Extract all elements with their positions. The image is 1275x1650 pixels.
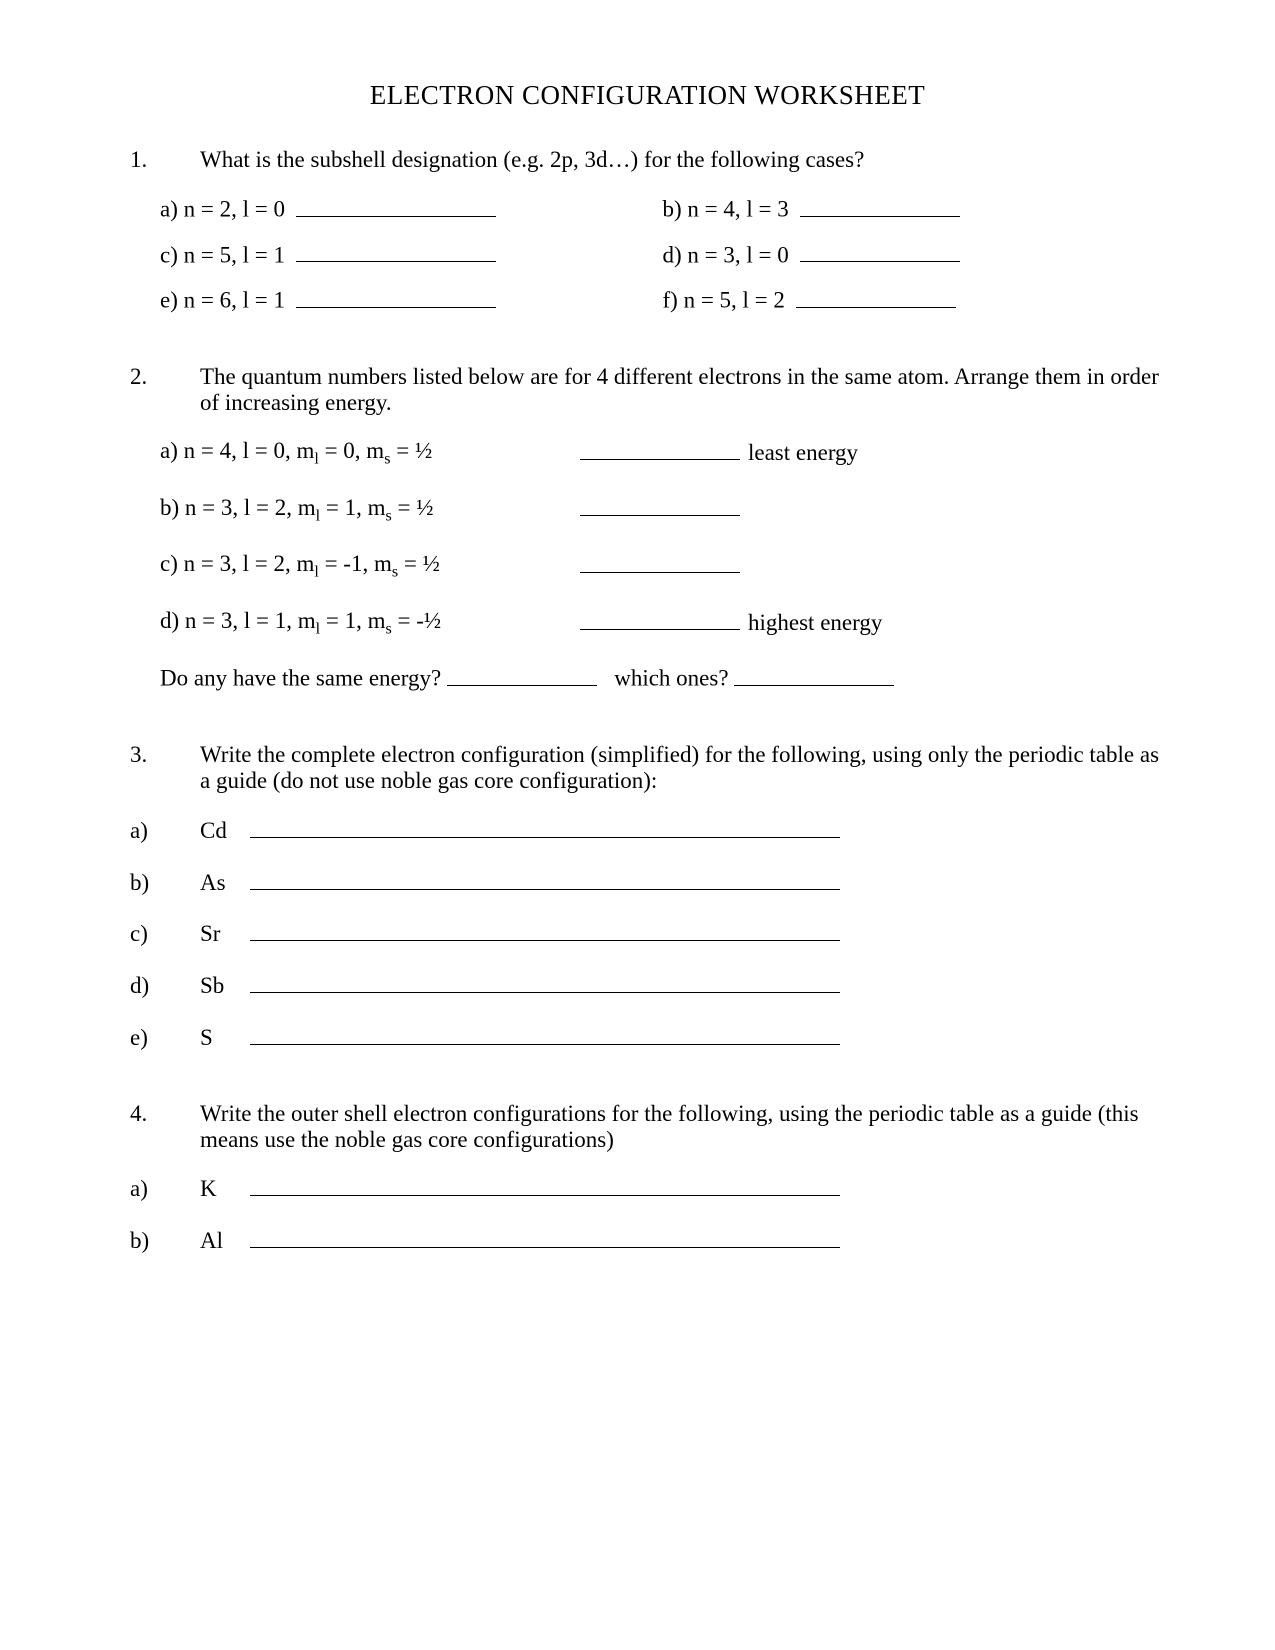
q1-item-b: b) n = 4, l = 3 xyxy=(663,195,1166,223)
blank-line[interactable] xyxy=(734,664,894,686)
blank-line[interactable] xyxy=(296,241,496,263)
blank-line[interactable] xyxy=(250,971,840,993)
blank-line[interactable] xyxy=(800,241,960,263)
q1-number: 1. xyxy=(130,147,200,173)
blank-line[interactable] xyxy=(296,286,496,308)
q4-text: Write the outer shell electron configura… xyxy=(200,1101,1165,1153)
q2-note xyxy=(740,496,748,521)
q2-note: least energy xyxy=(740,440,858,465)
blank-line[interactable] xyxy=(580,438,740,460)
q1-item-a: a) n = 2, l = 0 xyxy=(160,195,663,223)
blank-line[interactable] xyxy=(250,1226,840,1248)
q1-item-c: c) n = 5, l = 1 xyxy=(160,241,663,269)
blank-line[interactable] xyxy=(250,920,840,942)
q1-item-e: e) n = 6, l = 1 xyxy=(160,286,663,314)
q3-row-b: b)As xyxy=(130,868,1165,896)
q3-number: 3. xyxy=(130,742,200,768)
q4-number: 4. xyxy=(130,1101,200,1127)
q1-text: What is the subshell designation (e.g. 2… xyxy=(200,147,1165,173)
blank-line[interactable] xyxy=(580,495,740,517)
question-1: 1. What is the subshell designation (e.g… xyxy=(130,147,1165,314)
q2-row-a: a) n = 4, l = 0, ml = 0, ms = ½ least en… xyxy=(160,438,1165,469)
blank-line[interactable] xyxy=(296,195,496,217)
q2-note xyxy=(740,553,748,578)
blank-line[interactable] xyxy=(250,1175,840,1197)
q1-item-d: d) n = 3, l = 0 xyxy=(663,241,1166,269)
page-title: ELECTRON CONFIGURATION WORKSHEET xyxy=(130,80,1165,111)
blank-line[interactable] xyxy=(580,551,740,573)
q2-note: highest energy xyxy=(740,610,882,635)
blank-line[interactable] xyxy=(800,195,960,217)
q3-row-d: d)Sb xyxy=(130,971,1165,999)
blank-line[interactable] xyxy=(447,664,597,686)
question-2: 2. The quantum numbers listed below are … xyxy=(130,364,1165,692)
q3-row-a: a)Cd xyxy=(130,816,1165,844)
q4-row-b: b)Al xyxy=(130,1226,1165,1254)
blank-line[interactable] xyxy=(250,1023,840,1045)
q4-row-a: a)K xyxy=(130,1175,1165,1203)
q2-followup: Do any have the same energy? which ones? xyxy=(160,664,1165,692)
q3-text: Write the complete electron configuratio… xyxy=(200,742,1165,794)
question-4: 4. Write the outer shell electron config… xyxy=(130,1101,1165,1254)
blank-line[interactable] xyxy=(250,816,840,838)
q2-row-c: c) n = 3, l = 2, ml = -1, ms = ½ xyxy=(160,551,1165,582)
q3-row-c: c)Sr xyxy=(130,920,1165,948)
blank-line[interactable] xyxy=(250,868,840,890)
blank-line[interactable] xyxy=(796,286,956,308)
worksheet-page: ELECTRON CONFIGURATION WORKSHEET 1. What… xyxy=(0,0,1275,1364)
q3-row-e: e)S xyxy=(130,1023,1165,1051)
q2-text: The quantum numbers listed below are for… xyxy=(200,364,1165,416)
q2-row-d: d) n = 3, l = 1, ml = 1, ms = -½ highest… xyxy=(160,608,1165,639)
blank-line[interactable] xyxy=(580,608,740,630)
q1-item-f: f) n = 5, l = 2 xyxy=(663,286,1166,314)
question-3: 3. Write the complete electron configura… xyxy=(130,742,1165,1050)
q2-row-b: b) n = 3, l = 2, ml = 1, ms = ½ xyxy=(160,495,1165,526)
q2-number: 2. xyxy=(130,364,200,390)
